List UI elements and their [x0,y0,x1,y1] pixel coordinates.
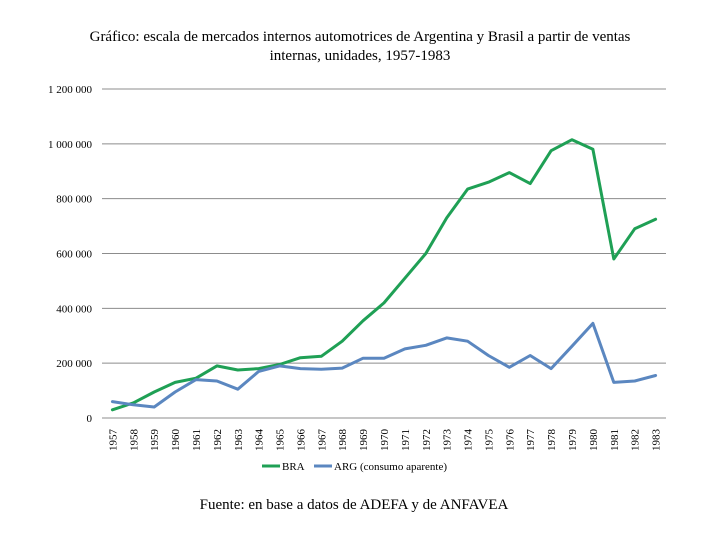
legend-label: BRA [282,461,305,473]
y-tick-label: 600 000 [56,249,92,261]
x-tick-label: 1975 [483,429,495,452]
x-tick-label: 1980 [588,429,600,452]
y-tick-label: 1 200 000 [48,84,93,96]
x-tick-label: 1958 [128,429,140,452]
x-tick-label: 1983 [651,429,663,452]
chart-title: Gráfico: escala de mercados internos aut… [0,28,720,66]
x-tick-label: 1965 [275,429,287,452]
x-tick-label: 1977 [525,429,537,452]
x-tick-label: 1982 [630,429,642,451]
x-tick-label: 1979 [567,429,579,452]
legend-label: ARG (consumo aparente) [334,461,447,473]
x-tick-label: 1978 [546,429,558,452]
source-note: Fuente: en base a datos de ADEFA y de AN… [0,497,720,514]
x-tick-label: 1964 [254,429,266,452]
x-tick-label: 1974 [463,429,475,452]
y-tick-label: 800 000 [56,194,92,206]
y-tick-label: 1 000 000 [48,139,93,151]
y-tick-label: 0 [87,413,93,425]
series-line-arg [110,321,658,409]
x-tick-label: 1976 [504,429,516,452]
y-tick-label: 200 000 [56,358,92,370]
x-tick-label: 1966 [295,429,307,452]
x-tick-label: 1973 [442,429,454,452]
x-tick-label: 1959 [149,429,161,452]
source-text: Fuente: en base a datos de ADEFA y de AN… [199,497,509,513]
x-tick-label: 1969 [358,429,370,452]
x-tick-label: 1963 [233,429,245,452]
x-tick-label: 1960 [170,429,182,452]
x-tick-label: 1970 [379,429,391,452]
x-tick-label: 1971 [400,429,412,451]
x-tick-label: 1968 [337,429,349,452]
y-tick-label: 400 000 [56,303,92,315]
x-tick-label: 1961 [191,429,203,451]
x-tick-label: 1967 [316,429,328,452]
chart-title-line-1: Gráfico: escala de mercados internos aut… [89,29,631,45]
series-line-bra [110,138,658,412]
x-tick-label: 1962 [212,429,224,451]
chart-title-line-2: internas, unidades, 1957-1983 [269,48,451,64]
x-tick-label: 1981 [609,429,621,451]
x-tick-label: 1972 [421,429,433,451]
x-tick-label: 1957 [107,429,119,452]
